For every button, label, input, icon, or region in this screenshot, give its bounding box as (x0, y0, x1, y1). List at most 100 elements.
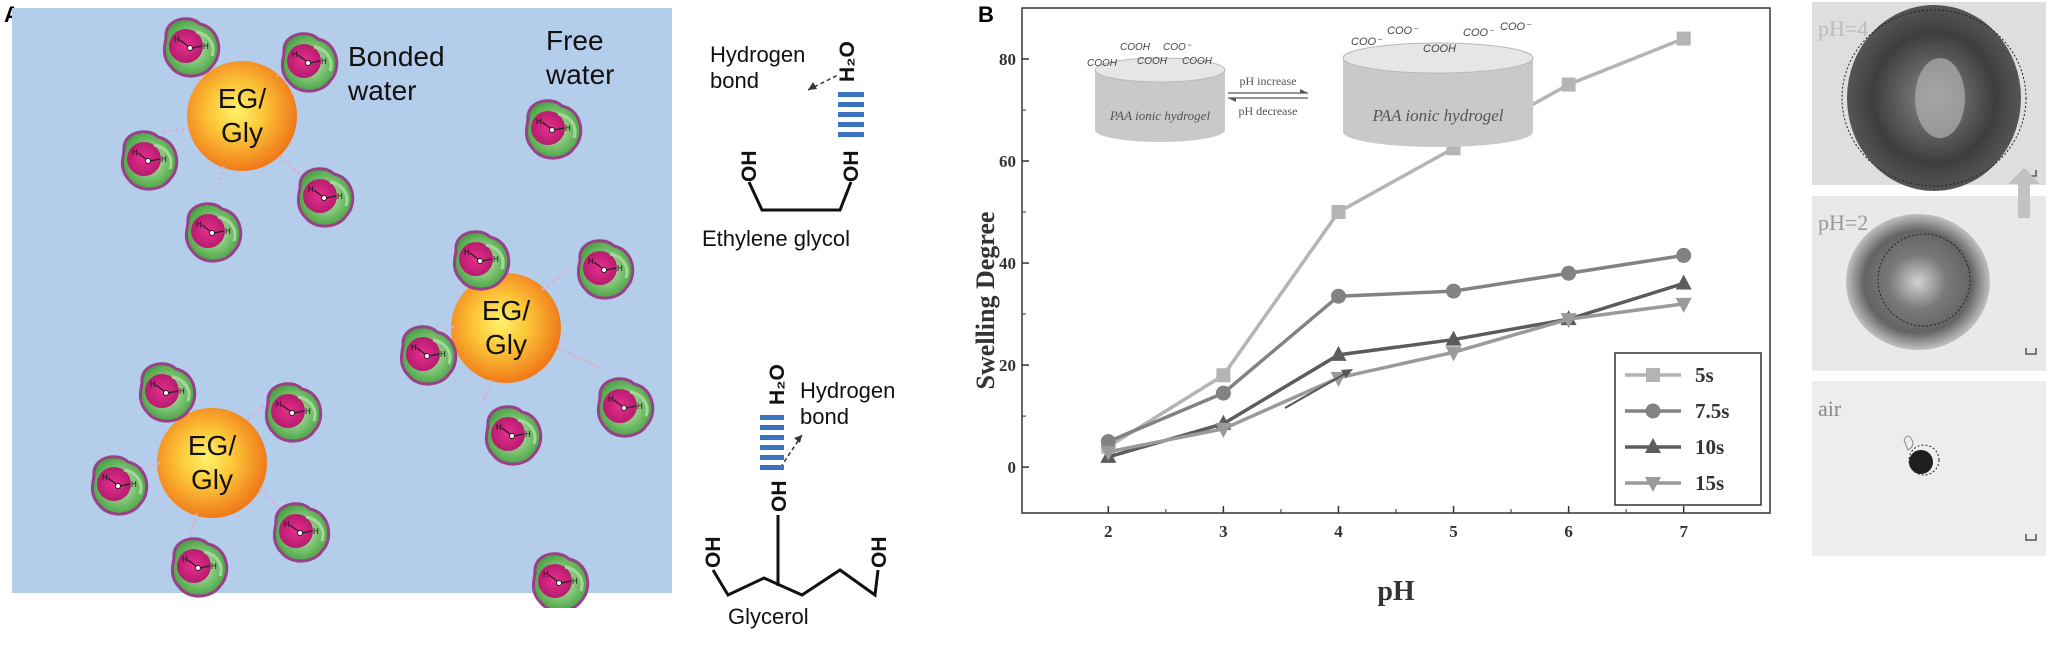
up-arrow-icon (2008, 168, 2040, 218)
eg-gly-label-3-line2: Gly (191, 464, 233, 495)
glycerol-bonds (711, 568, 880, 598)
hydrogel-air (1909, 450, 1933, 474)
data-point-1-4 (1561, 265, 1577, 281)
oh-label-middle: OH (768, 481, 791, 513)
h2o-label-bottom: H₂O (766, 364, 789, 405)
water-molecule (280, 32, 339, 93)
legend-marker-2 (1645, 438, 1661, 453)
x-tick-label: 4 (1334, 522, 1343, 541)
hbond-label-top-line1: Hydrogen (710, 42, 805, 67)
molecule-structures: Hydrogen bond H₂O OH OH Ethylene glycol … (702, 41, 895, 629)
legend-box (1614, 352, 1762, 506)
hydrogen-bond-dashes (139, 55, 601, 539)
data-point-3-1 (1215, 422, 1232, 438)
y-tick-label: 60 (999, 152, 1016, 171)
scale-bar-3 (2025, 534, 2037, 541)
x-axis-label: pH (1377, 576, 1415, 607)
water-molecule (484, 405, 543, 466)
photo-column: pH=4 pH=2 air (1812, 0, 2048, 643)
inset-schematic: PAA ionic hydrogel PAA ionic hydrogel pH… (1087, 21, 1534, 147)
chart-axes: 2 3 4 5 6 7 0 20 40 60 80 pH Swelling Degree (975, 7, 1771, 607)
trend-arrowhead (1341, 369, 1353, 378)
water-molecule (264, 382, 323, 443)
svg-text:COOH: COOH (1120, 42, 1151, 53)
oh-label-left: OH (738, 151, 761, 183)
water-molecule (170, 537, 229, 598)
hbond-arrow-top (807, 74, 839, 91)
data-point-2-3 (1445, 330, 1462, 346)
trend-arrow (1284, 371, 1349, 409)
hbond-arrowhead-top (808, 82, 817, 90)
svg-text:COOH: COOH (1137, 56, 1168, 67)
photo-label-ph4: pH=4 (1818, 16, 1868, 41)
x-tick-label: 6 (1564, 522, 1573, 541)
data-point-2-2 (1330, 345, 1347, 361)
ethylene-glycol-label: Ethylene glycol (702, 226, 850, 251)
y-tick-label: 40 (999, 254, 1016, 273)
outline-ph2 (1877, 233, 1971, 327)
hydrogel-core-highlight (1915, 58, 1965, 138)
hbond-label-top-line2: bond (710, 68, 759, 93)
x-tick-label: 7 (1679, 522, 1688, 541)
eg-gly-label-2-line1: EG/ (482, 295, 530, 326)
x-tick-label: 2 (1104, 522, 1113, 541)
eg-gly-label-2-line2: Gly (485, 329, 527, 360)
data-point-1-2 (1330, 288, 1346, 304)
photo-label-air: air (1818, 396, 1842, 421)
water-molecule (452, 230, 511, 291)
data-point-1-0 (1100, 434, 1116, 450)
glycerol-label: Glycerol (728, 604, 809, 629)
eg-gly-core-1 (187, 61, 297, 171)
free-water-label-line2: water (545, 59, 614, 90)
ethylene-glycol-structure: Hydrogen bond H₂O OH OH Ethylene glycol (702, 41, 864, 251)
legend-marker-0 (1646, 368, 1660, 382)
water-molecule (162, 17, 221, 78)
y-tick-label: 20 (999, 356, 1016, 375)
series-line-1 (1107, 253, 1684, 444)
water-molecule (184, 202, 243, 263)
large-hydrogel-body (1343, 58, 1533, 147)
hydrogel-ph2 (1846, 214, 1990, 350)
small-hydrogel-top (1094, 57, 1226, 83)
bonded-water-label-line1: Bonded (348, 41, 445, 72)
glycerol-structure: Hydrogen bond H₂O OH OH OH Glycerol (702, 364, 895, 629)
free-water-label-line1: Free (546, 25, 604, 56)
eg-gly-label-1-line1: EG/ (218, 83, 266, 114)
chart-legend: 5s 7.5s 10s 15s (1614, 352, 1762, 506)
large-hydrogel-label: PAA ionic hydrogel (1372, 106, 1504, 125)
bonded-water-label-line2: water (347, 75, 416, 106)
water-molecule (272, 502, 331, 563)
y-tick-label: 0 (1008, 458, 1017, 477)
hbond-bars-top (838, 92, 864, 137)
water-molecule (120, 130, 179, 191)
eg-gly-core-3 (157, 408, 267, 518)
ph-increase-arrowhead (1300, 89, 1308, 93)
photo-label-ph2: pH=2 (1818, 210, 1868, 235)
data-point-3-0 (1100, 445, 1117, 461)
outline-air (1908, 444, 1940, 476)
small-hydrogel-label: PAA ionic hydrogel (1109, 108, 1211, 123)
series-line-0 (1107, 36, 1685, 449)
small-surface-groups: COOH COOH COOH COO⁻ COOH (1087, 42, 1213, 69)
data-point-3-3 (1445, 346, 1462, 362)
y-axis-label: Swelling Degree (975, 212, 1000, 390)
water-molecule (576, 239, 635, 300)
x-tick-label: 3 (1219, 522, 1228, 541)
svg-text:COO⁻: COO⁻ (1500, 21, 1532, 33)
water-molecule (596, 377, 655, 438)
oh-label-right: OH (840, 151, 863, 183)
air-debris (1903, 435, 1914, 451)
h2o-label-top: H₂O (836, 41, 859, 82)
data-point-0-1 (1216, 368, 1231, 383)
legend-label-1: 7.5s (1695, 399, 1729, 423)
data-point-1-3 (1446, 283, 1462, 299)
panel-a-illustration: H H EG/ Gly EG/ Gly EG/ Gly (12, 8, 672, 608)
photo-panels: pH=4 pH=2 air (1812, 2, 2046, 556)
swelling-chart: 2 3 4 5 6 7 0 20 40 60 80 pH Swelling Degree PAA ion… (975, 7, 1771, 607)
data-point-1-5 (1676, 247, 1692, 263)
eg-gly-core-2 (451, 273, 561, 383)
large-surface-groups: COO⁻ COO⁻ COOH COO⁻ COO⁻ (1351, 21, 1532, 55)
ph-decrease-label: pH decrease (1239, 104, 1298, 118)
data-point-1-1 (1215, 385, 1231, 401)
panel-b-letter: B (978, 2, 994, 27)
